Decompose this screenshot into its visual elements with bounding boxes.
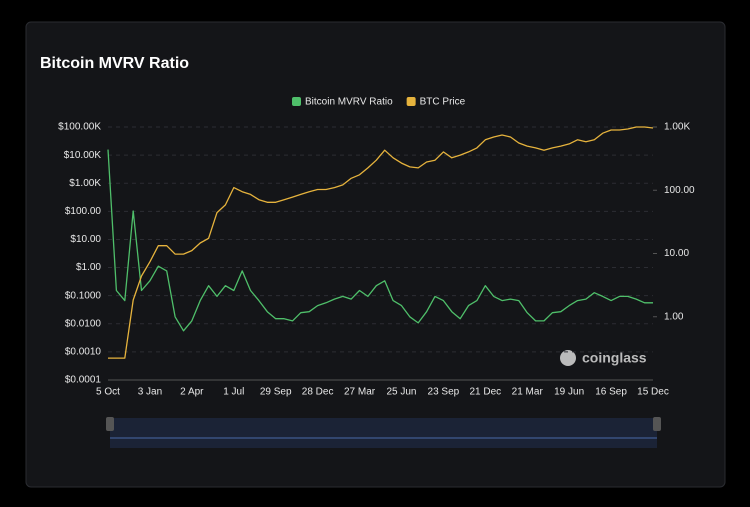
navigator-handle[interactable] bbox=[653, 417, 661, 431]
y2-tick-label: 100.00 bbox=[664, 185, 695, 196]
series-line bbox=[108, 126, 654, 359]
navigator-window bbox=[110, 418, 657, 448]
x-tick-label: 25 Jun bbox=[386, 387, 416, 398]
x-tick-label: 29 Sep bbox=[260, 387, 292, 398]
x-tick-label: 28 Dec bbox=[302, 387, 334, 398]
y2-tick-label: 10.00 bbox=[664, 248, 689, 259]
x-tick-label: 2 Apr bbox=[180, 387, 204, 398]
x-tick-label: 23 Sep bbox=[428, 387, 460, 398]
y2-tick-label: 1.00K bbox=[664, 122, 690, 133]
x-tick-label: 27 Mar bbox=[344, 387, 376, 398]
x-tick-label: 16 Sep bbox=[595, 387, 627, 398]
legend-swatch bbox=[292, 97, 301, 106]
y-tick-label: $1.00 bbox=[76, 262, 101, 273]
y-tick-label: $10.00 bbox=[70, 234, 101, 245]
y-tick-label: $0.0010 bbox=[65, 347, 102, 358]
x-tick-label: 21 Dec bbox=[469, 387, 501, 398]
x-tick-label: 5 Oct bbox=[96, 387, 120, 398]
navigator-handle[interactable] bbox=[106, 417, 114, 431]
y-tick-label: $0.0100 bbox=[65, 318, 102, 329]
watermark: coinglass bbox=[560, 350, 647, 366]
x-tick-label: 21 Mar bbox=[512, 387, 544, 398]
y-tick-label: $100.00 bbox=[65, 206, 102, 217]
legend-label: BTC Price bbox=[420, 97, 466, 108]
x-tick-label: 3 Jan bbox=[138, 387, 162, 398]
card bbox=[25, 21, 726, 488]
x-tick-label: 19 Jun bbox=[554, 387, 584, 398]
y2-tick-label: 1.00 bbox=[664, 311, 684, 322]
y-tick-label: $0.1000 bbox=[65, 290, 102, 301]
x-tick-label: 15 Dec bbox=[637, 387, 669, 398]
y-tick-label: $10.00K bbox=[64, 150, 102, 161]
chart-title: Bitcoin MVRV Ratio bbox=[40, 55, 189, 72]
y-tick-label: $100.00K bbox=[58, 122, 101, 133]
watermark-text: coinglass bbox=[582, 350, 647, 366]
y-tick-label: $1.00K bbox=[69, 178, 101, 189]
legend-swatch bbox=[406, 97, 416, 106]
series-line bbox=[107, 149, 653, 332]
y-tick-label: $0.0001 bbox=[65, 375, 102, 386]
legend-label: Bitcoin MVRV Ratio bbox=[305, 97, 393, 108]
x-tick-label: 1 Jul bbox=[223, 387, 244, 398]
navigator bbox=[106, 417, 661, 448]
